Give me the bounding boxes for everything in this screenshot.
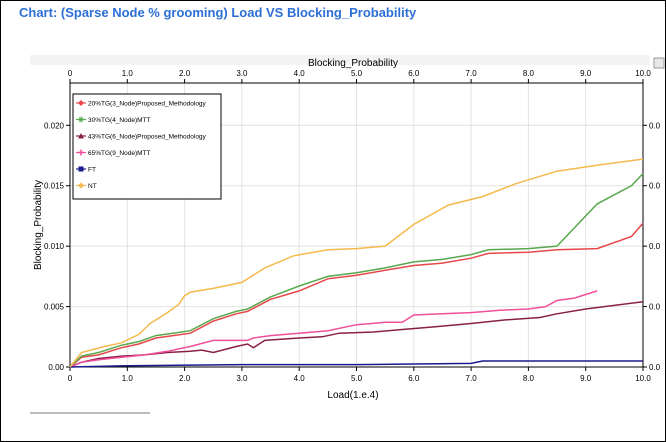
x-tick-label: 5.0: [351, 374, 363, 383]
y-axis-label: Blocking_Probability: [33, 180, 44, 270]
x-tick-label: 0: [68, 374, 73, 383]
x-tick-label: 9.0: [580, 374, 592, 383]
legend: 20%TG(3_Node)Proposed_Methodology 30%TG(4…: [72, 93, 222, 200]
legend-label: 30%TG(4_Node)MTT: [88, 117, 151, 124]
top-axis-label: Blocking_Probability: [308, 58, 398, 69]
series-line-4: [69, 360, 643, 368]
legend-marker: [78, 100, 84, 106]
series-line-1: [69, 173, 644, 368]
legend-label: NT: [88, 183, 97, 190]
x-tick-label: 3.0: [236, 374, 248, 383]
top-tick-label: 0: [68, 69, 73, 78]
series-line-3: [69, 290, 598, 368]
top-tick-label: 10.0: [635, 69, 651, 78]
right-tick-label: 0.0: [649, 182, 661, 191]
legend-label: FT: [88, 167, 96, 174]
series-line-0: [69, 222, 644, 368]
legend-marker: [78, 182, 84, 189]
y-tick-label: 0.010: [44, 242, 65, 251]
legend-marker: [78, 133, 84, 139]
legend-marker: [78, 149, 84, 156]
x-tick-label: 8.0: [523, 374, 535, 383]
right-tick-label: 0.0: [649, 242, 661, 251]
top-tick-label: 6.0: [408, 69, 420, 78]
top-tick-label: 5.0: [351, 69, 363, 78]
top-tick-label: 3.0: [236, 69, 248, 78]
x-tick-label: 2.0: [179, 374, 191, 383]
series-lines: [69, 158, 644, 368]
x-tick-label: 6.0: [408, 374, 420, 383]
legend-box: [72, 93, 222, 200]
y-tick-label: 0.015: [44, 182, 65, 191]
x-axis-label: Load(1.e.4): [327, 390, 378, 401]
scroll-handle[interactable]: [653, 57, 665, 69]
top-tick-label: 7.0: [466, 69, 478, 78]
y-tick-label: 0.00: [48, 363, 64, 372]
top-tick-label: 2.0: [179, 69, 191, 78]
x-tick-label: 7.0: [466, 374, 478, 383]
legend-marker: [78, 116, 84, 123]
legend-label: 43%TG(6_Node)Proposed_Methodology: [88, 134, 207, 141]
right-tick-label: 0.0: [649, 121, 661, 130]
top-tick-label: 8.0: [523, 69, 535, 78]
chart-title: Chart: (Sparse Node % grooming) Load VS …: [19, 5, 417, 20]
top-axis-strip: [30, 55, 650, 65]
series-line-5: [69, 158, 644, 368]
top-tick-label: 1.0: [122, 69, 134, 78]
right-tick-label: 0.0: [649, 303, 661, 312]
legend-label: 65%TG(9_Node)MTT: [88, 150, 151, 157]
x-tick-label: 4.0: [294, 374, 306, 383]
legend-marker: [78, 166, 84, 172]
x-tick-label: 10.0: [635, 374, 651, 383]
y-tick-label: 0.020: [44, 121, 65, 130]
axis-ticks: 0 1.0 2.0 3.0 4.0 5.0 6.0 7.0 8.0 9.0 10.0 0 1.0 2.0 3…: [44, 69, 661, 383]
right-tick-label: 0.0: [649, 363, 661, 372]
x-tick-label: 1.0: [122, 374, 134, 383]
top-tick-label: 9.0: [580, 69, 592, 78]
legend-label: 20%TG(3_Node)Proposed_Methodology: [88, 101, 207, 108]
top-tick-label: 4.0: [294, 69, 306, 78]
y-tick-label: 0.005: [44, 303, 65, 312]
